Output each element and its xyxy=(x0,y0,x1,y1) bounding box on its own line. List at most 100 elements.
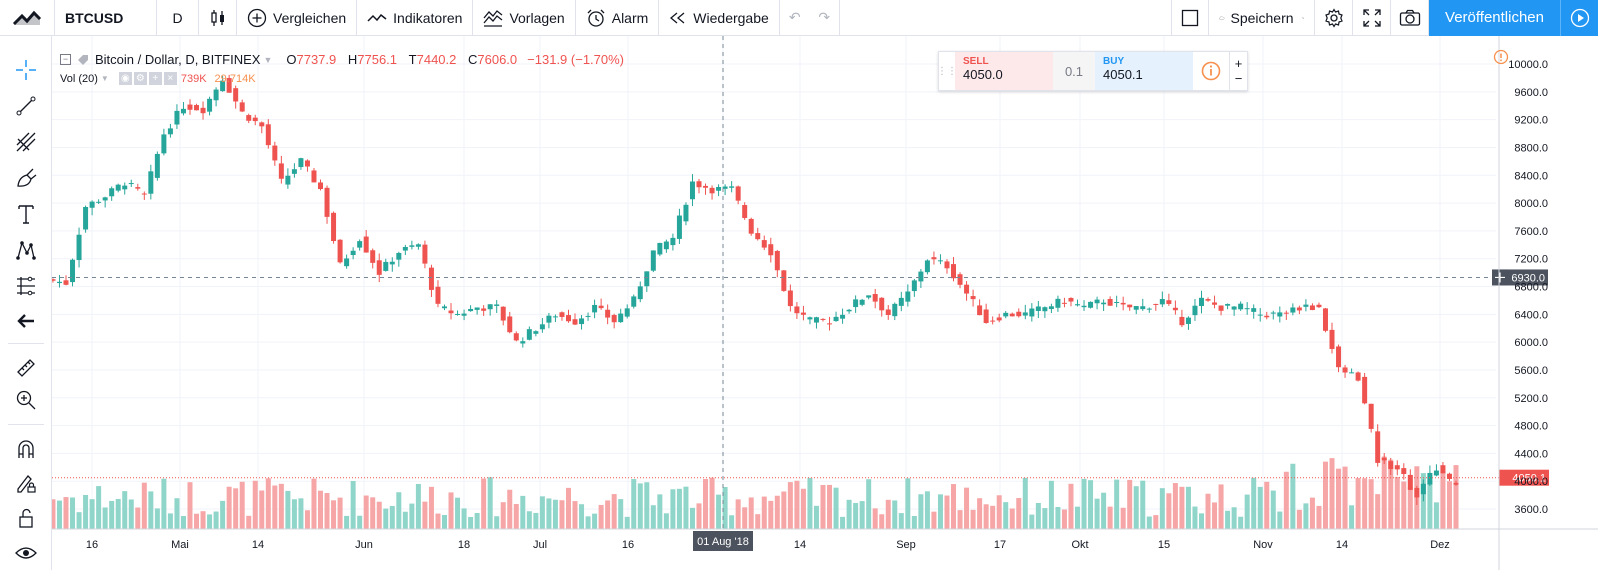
candle-body xyxy=(1081,305,1087,308)
volume-bar xyxy=(1094,498,1100,529)
collapse-legend-icon[interactable]: − xyxy=(60,54,71,65)
volume-bar xyxy=(376,501,382,529)
volume-label[interactable]: Vol (20) xyxy=(60,72,98,85)
candle-body xyxy=(56,281,62,284)
volume-dropdown-icon[interactable]: ▼ xyxy=(100,74,109,83)
measure-tool[interactable] xyxy=(0,351,52,385)
volume-settings-icon[interactable]: ⚙ xyxy=(133,72,147,85)
candle-body xyxy=(1362,376,1368,404)
volume-bar xyxy=(1322,461,1328,529)
candle-body xyxy=(820,318,826,320)
volume-bar xyxy=(63,497,69,529)
brush-tool[interactable] xyxy=(0,161,52,195)
compare-button[interactable]: Vergleichen xyxy=(237,0,358,36)
candle-body xyxy=(520,341,526,344)
pitchfork-icon xyxy=(16,132,36,152)
undo-button[interactable]: ↶ xyxy=(780,0,810,36)
hide-drawings-tool[interactable] xyxy=(0,536,52,570)
candle-body xyxy=(135,187,141,189)
candle-body xyxy=(285,175,291,185)
publish-menu-button[interactable] xyxy=(1560,0,1598,36)
symbol-dropdown-icon[interactable]: ▼ xyxy=(263,54,273,65)
volume-bar xyxy=(592,513,598,529)
volume-bar xyxy=(1388,459,1394,529)
volume-bar xyxy=(768,500,774,529)
volume-bar xyxy=(1205,493,1211,529)
volume-bar xyxy=(1446,481,1452,529)
candle-body xyxy=(911,280,917,292)
volume-bar xyxy=(1238,516,1244,529)
volume-bar xyxy=(174,498,180,529)
candle-body xyxy=(526,329,532,340)
candle-body xyxy=(1244,308,1250,310)
layout-button[interactable] xyxy=(1171,0,1210,36)
alarm-button[interactable]: Alarm xyxy=(576,0,660,36)
volume-bar xyxy=(624,516,630,529)
redo-button[interactable]: ↷ xyxy=(810,0,840,36)
price-chart[interactable]: 6930.0 4050.1 01 Aug '18 10000.0 9600.0 9200… xyxy=(52,36,1598,570)
buy-button[interactable]: BUY 4050.1 xyxy=(1095,52,1193,90)
volume-bar xyxy=(859,501,865,529)
low-label: T xyxy=(408,52,417,67)
volume-bar xyxy=(1270,490,1276,529)
quantity-minus[interactable]: − xyxy=(1234,71,1243,86)
zoom-tool[interactable] xyxy=(0,383,52,417)
symbol-name[interactable]: Bitcoin / Dollar, D, BITFINEX xyxy=(95,52,261,67)
trend-line-tool[interactable] xyxy=(0,89,52,123)
volume-bar xyxy=(1277,511,1283,529)
quantity-stepper[interactable]: + − xyxy=(1229,52,1247,90)
volume-add-icon[interactable]: + xyxy=(148,72,162,85)
templates-button[interactable]: Vorlagen xyxy=(473,0,576,36)
candle-body xyxy=(552,316,558,318)
time-tick-label: Dez xyxy=(1430,539,1450,551)
candle-body xyxy=(1212,302,1218,305)
tradingview-logo-icon[interactable] xyxy=(0,0,55,36)
candle-body xyxy=(83,207,89,230)
snapshot-button[interactable] xyxy=(1391,0,1430,36)
resolution-button[interactable]: D xyxy=(157,0,199,36)
candle-body xyxy=(1446,473,1452,479)
symbol-search-button[interactable]: BTCUSD xyxy=(55,0,157,36)
volume-remove-icon[interactable]: × xyxy=(163,72,177,85)
pattern-tool[interactable] xyxy=(0,233,52,267)
candle-body xyxy=(605,309,611,318)
drag-handle-icon[interactable]: ⋮⋮ xyxy=(937,65,957,77)
volume-bar xyxy=(370,497,376,529)
volume-bar xyxy=(1290,463,1296,529)
prediction-tool[interactable] xyxy=(0,269,52,303)
candle-body xyxy=(389,261,395,265)
candle-body xyxy=(1401,468,1407,475)
fib-tool[interactable] xyxy=(0,125,52,159)
crosshair-tool[interactable] xyxy=(0,53,52,87)
lock-drawings-tool[interactable] xyxy=(0,501,52,535)
warning-icon[interactable] xyxy=(1493,49,1509,70)
save-button[interactable]: Speichern xyxy=(1209,0,1316,36)
sell-button[interactable]: SELL 4050.0 xyxy=(955,52,1053,90)
volume-bar xyxy=(233,488,239,529)
candle-body xyxy=(1009,313,1015,317)
volume-visibility-icon[interactable]: ◉ xyxy=(118,72,132,85)
volume-bar xyxy=(565,487,571,529)
volume-bar xyxy=(1433,502,1439,529)
magnet-tool[interactable] xyxy=(0,432,52,466)
chart-style-button[interactable] xyxy=(199,0,237,36)
volume-bar xyxy=(703,479,709,529)
publish-button[interactable]: Veröffentlichen xyxy=(1429,0,1560,36)
quantity-plus[interactable]: + xyxy=(1234,56,1243,71)
replay-button[interactable]: Wiedergabe xyxy=(659,0,780,36)
trade-info-button[interactable] xyxy=(1193,52,1229,90)
brush-icon xyxy=(17,168,37,187)
settings-button[interactable] xyxy=(1315,0,1354,36)
candle-body xyxy=(905,291,911,302)
stay-drawing-tool[interactable] xyxy=(0,466,52,500)
camera-icon xyxy=(1399,9,1420,26)
candle-body xyxy=(409,245,415,247)
indicators-button[interactable]: Indikatoren xyxy=(357,0,474,36)
volume-bar xyxy=(931,511,937,529)
quantity-input[interactable]: 0.1 xyxy=(1053,52,1095,90)
volume-bar xyxy=(1101,492,1107,529)
fullscreen-button[interactable] xyxy=(1353,0,1392,36)
candle-body xyxy=(1101,302,1107,305)
text-tool[interactable] xyxy=(0,197,52,231)
back-tool[interactable] xyxy=(0,304,52,338)
